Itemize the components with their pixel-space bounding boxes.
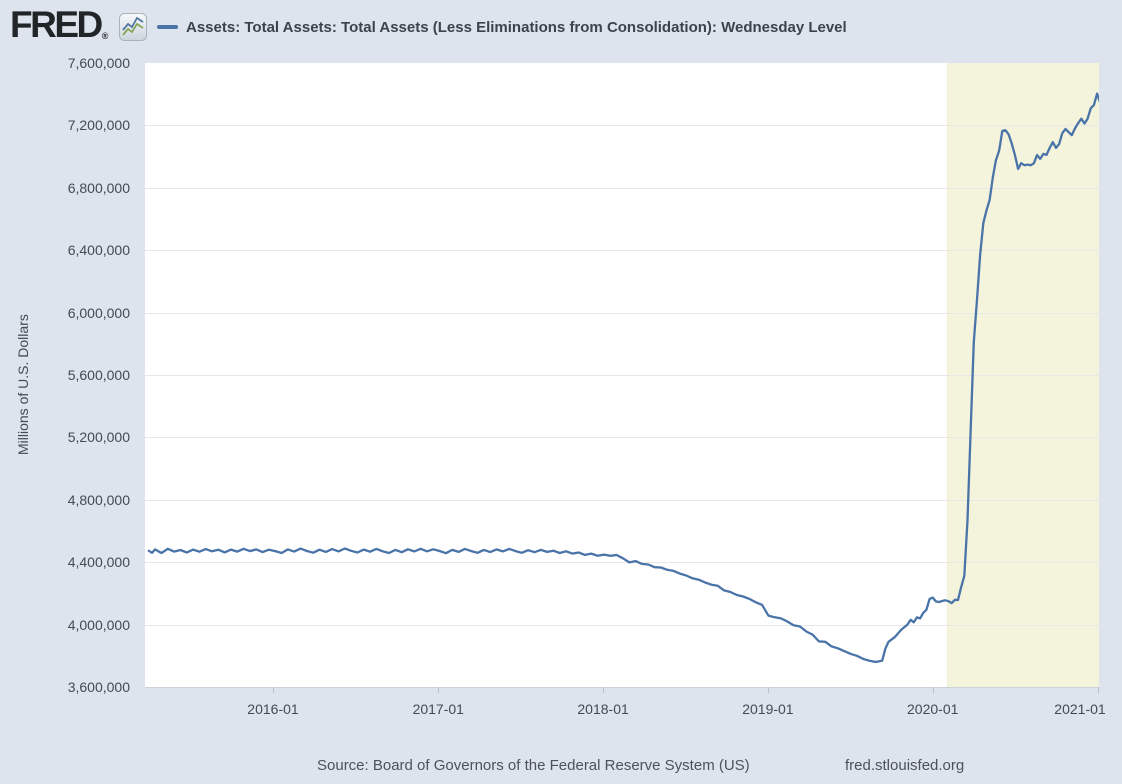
x-tick-label: 2017-01: [412, 701, 464, 717]
source-attribution: Source: Board of Governors of the Federa…: [317, 757, 750, 774]
x-tick-mark: [603, 687, 604, 693]
x-tick-mark: [1098, 687, 1099, 693]
series-title: Assets: Total Assets: Total Assets (Less…: [186, 19, 847, 36]
fred-logo-text: FRED: [10, 4, 103, 45]
y-tick-label: 4,400,000: [67, 554, 130, 571]
series-line: [147, 92, 1099, 664]
y-tick-label: 6,000,000: [67, 304, 130, 321]
fred-logo-chart-icon: [119, 13, 147, 41]
x-tick-mark: [768, 687, 769, 693]
x-tick-label: 2018-01: [577, 701, 629, 717]
y-tick-label: 3,600,000: [67, 679, 130, 695]
y-tick-label: 5,200,000: [67, 429, 130, 446]
registered-trademark: ®: [101, 31, 109, 41]
y-tick-label: 4,800,000: [67, 491, 130, 508]
x-tick-label: 2021-01: [1054, 701, 1106, 717]
y-tick-label: 7,600,000: [67, 55, 130, 71]
y-tick-label: 6,400,000: [67, 242, 130, 259]
y-tick-label: 7,200,000: [67, 117, 130, 134]
x-tick-label: 2020-01: [907, 701, 959, 717]
y-tick-label: 4,000,000: [67, 616, 130, 633]
fred-logo[interactable]: FRED®: [10, 4, 109, 45]
y-tick-label: 5,600,000: [67, 367, 130, 383]
x-tick-mark: [273, 687, 274, 693]
fred-site-link[interactable]: fred.stlouisfed.org: [845, 757, 965, 774]
x-tick-mark: [933, 687, 934, 693]
x-tick-label: 2019-01: [742, 701, 794, 717]
x-axis-line: [145, 687, 1099, 688]
y-tick-label: 6,800,000: [67, 179, 130, 196]
x-tick-label: 2016-01: [247, 701, 299, 717]
x-tick-mark: [438, 687, 439, 693]
chart-plot-area: [145, 63, 1099, 687]
legend-line-swatch: [157, 25, 178, 29]
